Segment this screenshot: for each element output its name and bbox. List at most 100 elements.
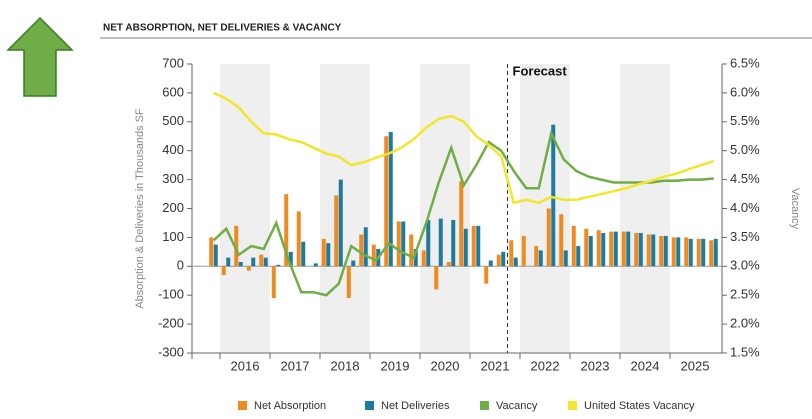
bar	[438, 218, 443, 267]
bar	[226, 257, 231, 267]
bar	[538, 250, 543, 267]
bar	[359, 234, 364, 267]
line	[212, 129, 714, 297]
bar	[701, 238, 706, 267]
bar	[471, 225, 476, 267]
line	[213, 91, 715, 205]
bar	[238, 261, 243, 267]
bar	[284, 194, 289, 267]
bar	[334, 195, 339, 267]
y-axis-title: Absorption & Deliveries in Thousands SF	[134, 108, 146, 309]
bar	[488, 260, 493, 267]
bar	[459, 181, 464, 267]
x-tick-label: 2016	[231, 358, 260, 373]
bar	[696, 238, 701, 267]
y-tick-label: 200	[162, 200, 184, 215]
bar	[563, 250, 568, 267]
y-tick-label: -100	[158, 287, 184, 302]
bar	[321, 238, 326, 267]
bar	[663, 235, 668, 267]
bar	[596, 230, 601, 267]
bar	[326, 243, 331, 267]
bar	[338, 179, 343, 267]
bar	[251, 257, 256, 267]
bar	[446, 261, 451, 267]
bar	[626, 231, 631, 267]
y2-tick-label: 2.0%	[730, 316, 760, 331]
bar	[463, 228, 468, 267]
bar	[276, 264, 281, 267]
bar	[234, 225, 239, 267]
bar	[221, 266, 226, 275]
legend-swatch	[365, 401, 374, 410]
bar	[434, 266, 439, 290]
chart-title: NET ABSORPTION, NET DELIVERIES & VACANCY	[103, 23, 342, 34]
x-tick-label: 2018	[331, 358, 360, 373]
bar	[709, 240, 714, 267]
bar	[688, 238, 693, 267]
bar	[496, 254, 501, 267]
y-tick-label: -300	[158, 344, 184, 359]
y-tick-label: 500	[162, 113, 184, 128]
y2-tick-label: 3.5%	[730, 229, 760, 244]
bar	[396, 221, 401, 267]
y-tick-label: -200	[158, 316, 184, 331]
bar	[684, 237, 689, 267]
bar	[509, 240, 514, 267]
x-tick-label: 2025	[681, 358, 710, 373]
bar	[409, 234, 414, 267]
bar	[451, 220, 456, 267]
bar	[621, 231, 626, 267]
bar	[659, 235, 664, 267]
y2-tick-label: 5.5%	[730, 113, 760, 128]
x-tick-label: 2023	[581, 358, 610, 373]
y-tick-label: 400	[162, 142, 184, 157]
bar	[246, 266, 251, 271]
bar	[613, 231, 618, 267]
bar	[384, 136, 389, 267]
bar	[584, 228, 589, 267]
bar	[638, 233, 643, 267]
year-band	[320, 64, 370, 353]
y-tick-label: 100	[162, 229, 184, 244]
bar	[271, 266, 276, 299]
y2-tick-label: 2.5%	[730, 287, 760, 302]
bar	[476, 225, 481, 267]
y2-tick-label: 4.0%	[730, 200, 760, 215]
bar	[209, 237, 214, 267]
bar	[346, 266, 351, 299]
bar	[534, 246, 539, 267]
bar	[421, 250, 426, 267]
y-tick-label: 0	[177, 258, 184, 273]
legend-swatch	[480, 401, 489, 410]
x-tick-label: 2022	[531, 358, 560, 373]
bar	[601, 233, 606, 267]
legend-label: Net Deliveries	[381, 400, 450, 412]
bar	[413, 248, 418, 267]
y2-tick-label: 4.5%	[730, 171, 760, 186]
bar	[263, 257, 268, 267]
bar	[651, 234, 656, 267]
bar	[671, 237, 676, 267]
x-tick-label: 2020	[431, 358, 460, 373]
bar	[313, 263, 318, 267]
y2-axis-title: Vacancy	[789, 188, 801, 230]
bar	[634, 233, 639, 267]
bar	[259, 254, 264, 267]
bar	[296, 211, 301, 267]
y-tick-label: 300	[162, 171, 184, 186]
bar	[363, 227, 368, 267]
bar	[301, 241, 306, 267]
bar	[401, 221, 406, 267]
bar	[521, 235, 526, 267]
bar	[426, 220, 431, 267]
legend-label: Net Absorption	[254, 400, 326, 412]
bar	[513, 257, 518, 267]
up-arrow-icon	[6, 16, 74, 97]
forecast-label: Forecast	[513, 63, 568, 78]
year-band	[220, 64, 270, 353]
bar	[571, 225, 576, 267]
y-tick-label: 600	[162, 84, 184, 99]
bar	[646, 234, 651, 267]
